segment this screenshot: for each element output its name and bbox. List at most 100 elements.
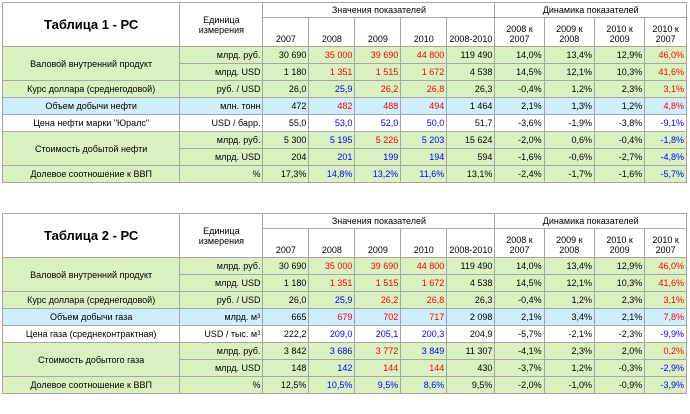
table-row: млрд. USD 1 180 1 351 1 515 1 672 4 538 14,5% 1… [3,274,687,292]
value-cell: 594 [446,148,496,166]
value-cell: 1 180 [262,274,310,292]
value-cell: 26,2 [354,291,402,309]
value-cell: 679 [308,308,356,326]
value-cell: 9,5% [446,376,496,394]
dynamics-cell: -2,0% [494,376,545,394]
dynamics-cell: 2,3% [543,342,595,360]
table-row: Объем добычи газа млрд. м3 665 679 702 717 2 0… [1,308,687,326]
unit-cell: млрд. руб. [179,257,264,275]
unit-cell: % [179,376,264,394]
dynamics-cell: 3,1% [644,291,687,309]
value-cell: 5 300 [262,131,310,149]
indicator-label: Цена нефти марки "Юралс" [1,114,181,132]
dynamics-cell: 1,2% [543,291,595,309]
dynamics-cell: -2,4% [494,165,545,183]
table-row: Цена газа (среднеконтрактная) USD / тыс. … [1,325,687,343]
value-cell: 199 [354,148,402,166]
value-cell: 44 800 [400,46,448,64]
unit-text: млн. тонн [220,101,261,111]
value-cell: 142 [308,359,356,377]
value-year-header: 2008-2010 [446,228,496,258]
value-cell: 26,3 [446,291,496,309]
dynamics-cell: -2,3% [593,325,646,343]
dynamics-cell: 2,1% [494,308,545,326]
value-cell: 144 [354,359,402,377]
value-cell: 26,0 [262,80,310,98]
dynamics-cell: 46,0% [644,257,687,275]
value-cell: 35 000 [308,46,356,64]
dynamics-cell: 1,2% [543,359,595,377]
dynamics-cell: -4,1% [494,342,545,360]
value-cell: 472 [262,97,310,115]
value-cell: 201 [308,148,356,166]
value-cell: 148 [262,359,310,377]
dynamics-cell: 0,6% [543,131,595,149]
dynamics-year-header: 2010 к 2009 [593,17,646,47]
value-cell: 3 849 [400,342,448,360]
dynamics-cell: -1,9% [543,114,595,132]
table-row: Стоимость добытого газа млрд. руб. 3 842 3 … [1,342,687,377]
table-row: Курс доллара (среднегодовой) руб. / USD 26… [1,80,687,98]
unit-cell: млрд. USD [179,63,264,81]
indicator-label: Курс доллара (среднегодовой) [1,291,181,309]
unit-text: USD / барр. [211,118,261,128]
dynamics-cell: 10,3% [593,274,646,292]
dynamics-cell: -1,6% [494,148,545,166]
value-cell: 1 515 [354,274,402,292]
value-cell: 26,2 [354,80,402,98]
dynamics-cell: 41,6% [644,63,687,81]
value-cell: 1 672 [400,63,448,81]
dynamics-cell: 12,1% [543,63,595,81]
dynamics-cell: -0,9% [593,376,646,394]
indicator-label: Объем добычи нефти [1,97,181,115]
value-year-header: 2009 [354,228,402,258]
unit-text: млрд. руб. [216,135,261,145]
unit-column-header: Единица измерения [179,213,264,258]
unit-text: млрд. руб. [216,346,261,356]
value-cell: 26,8 [400,80,448,98]
dynamics-cell: 14,5% [494,274,545,292]
value-year-header: 2008 [308,17,356,47]
value-cell: 26,3 [446,80,496,98]
unit-cell: млрд. USD [179,274,264,292]
value-cell: 25,9 [308,80,356,98]
value-year-header: 2008 [308,228,356,258]
value-cell: 1 180 [262,63,310,81]
value-cell: 2 098 [446,308,496,326]
unit-column-header: Единица измерения [179,2,264,47]
value-cell: 8,6% [400,376,448,394]
dynamics-cell: 3,1% [644,80,687,98]
value-year-header: 2009 [354,17,402,47]
dynamics-cell: -2,9% [644,359,687,377]
value-cell: 26,8 [400,291,448,309]
dynamics-cell: -1,6% [593,165,646,183]
value-cell: 12,5% [262,376,310,394]
value-cell: 51,7 [446,114,496,132]
value-cell: 53,0 [308,114,356,132]
table-title: Таблица 2 - РС [1,213,181,258]
indicator-label: Валовой внутренний продукт [1,46,181,81]
value-cell: 1 351 [308,63,356,81]
indicators-table-2: Таблица 2 - РС Единица измерения Значения … [1,213,687,394]
unit-cell: USD / барр. [179,114,264,132]
dynamics-cell: -2,1% [543,325,595,343]
value-cell: 482 [308,97,356,115]
dynamics-cell: 1,2% [543,80,595,98]
table-row: млрд. USD 204 201 199 194 594 -1,6% -0,6% -2,7% -… [3,148,687,166]
dynamics-year-header: 2008 к 2007 [494,228,545,258]
dynamics-year-header: 2010 к 2009 [593,228,646,258]
value-cell: 4 538 [446,63,496,81]
value-cell: 17,3% [262,165,310,183]
unit-cell: млрд. м3 [179,308,264,326]
value-cell: 25,9 [308,291,356,309]
unit-text: USD / тыс. м [204,329,258,339]
value-cell: 11 307 [446,342,496,360]
dynamics-cell: -1,0% [543,376,595,394]
value-cell: 15 624 [446,131,496,149]
value-cell: 5 203 [400,131,448,149]
dynamics-cell: -0,6% [543,148,595,166]
dynamics-year-header: 2009 к 2008 [543,228,595,258]
table-1-wrapper: Таблица 1 - РС Единица измерения Значения … [1,2,687,183]
indicator-label: Цена газа (среднеконтрактная) [1,325,181,343]
value-cell: 4 538 [446,274,496,292]
